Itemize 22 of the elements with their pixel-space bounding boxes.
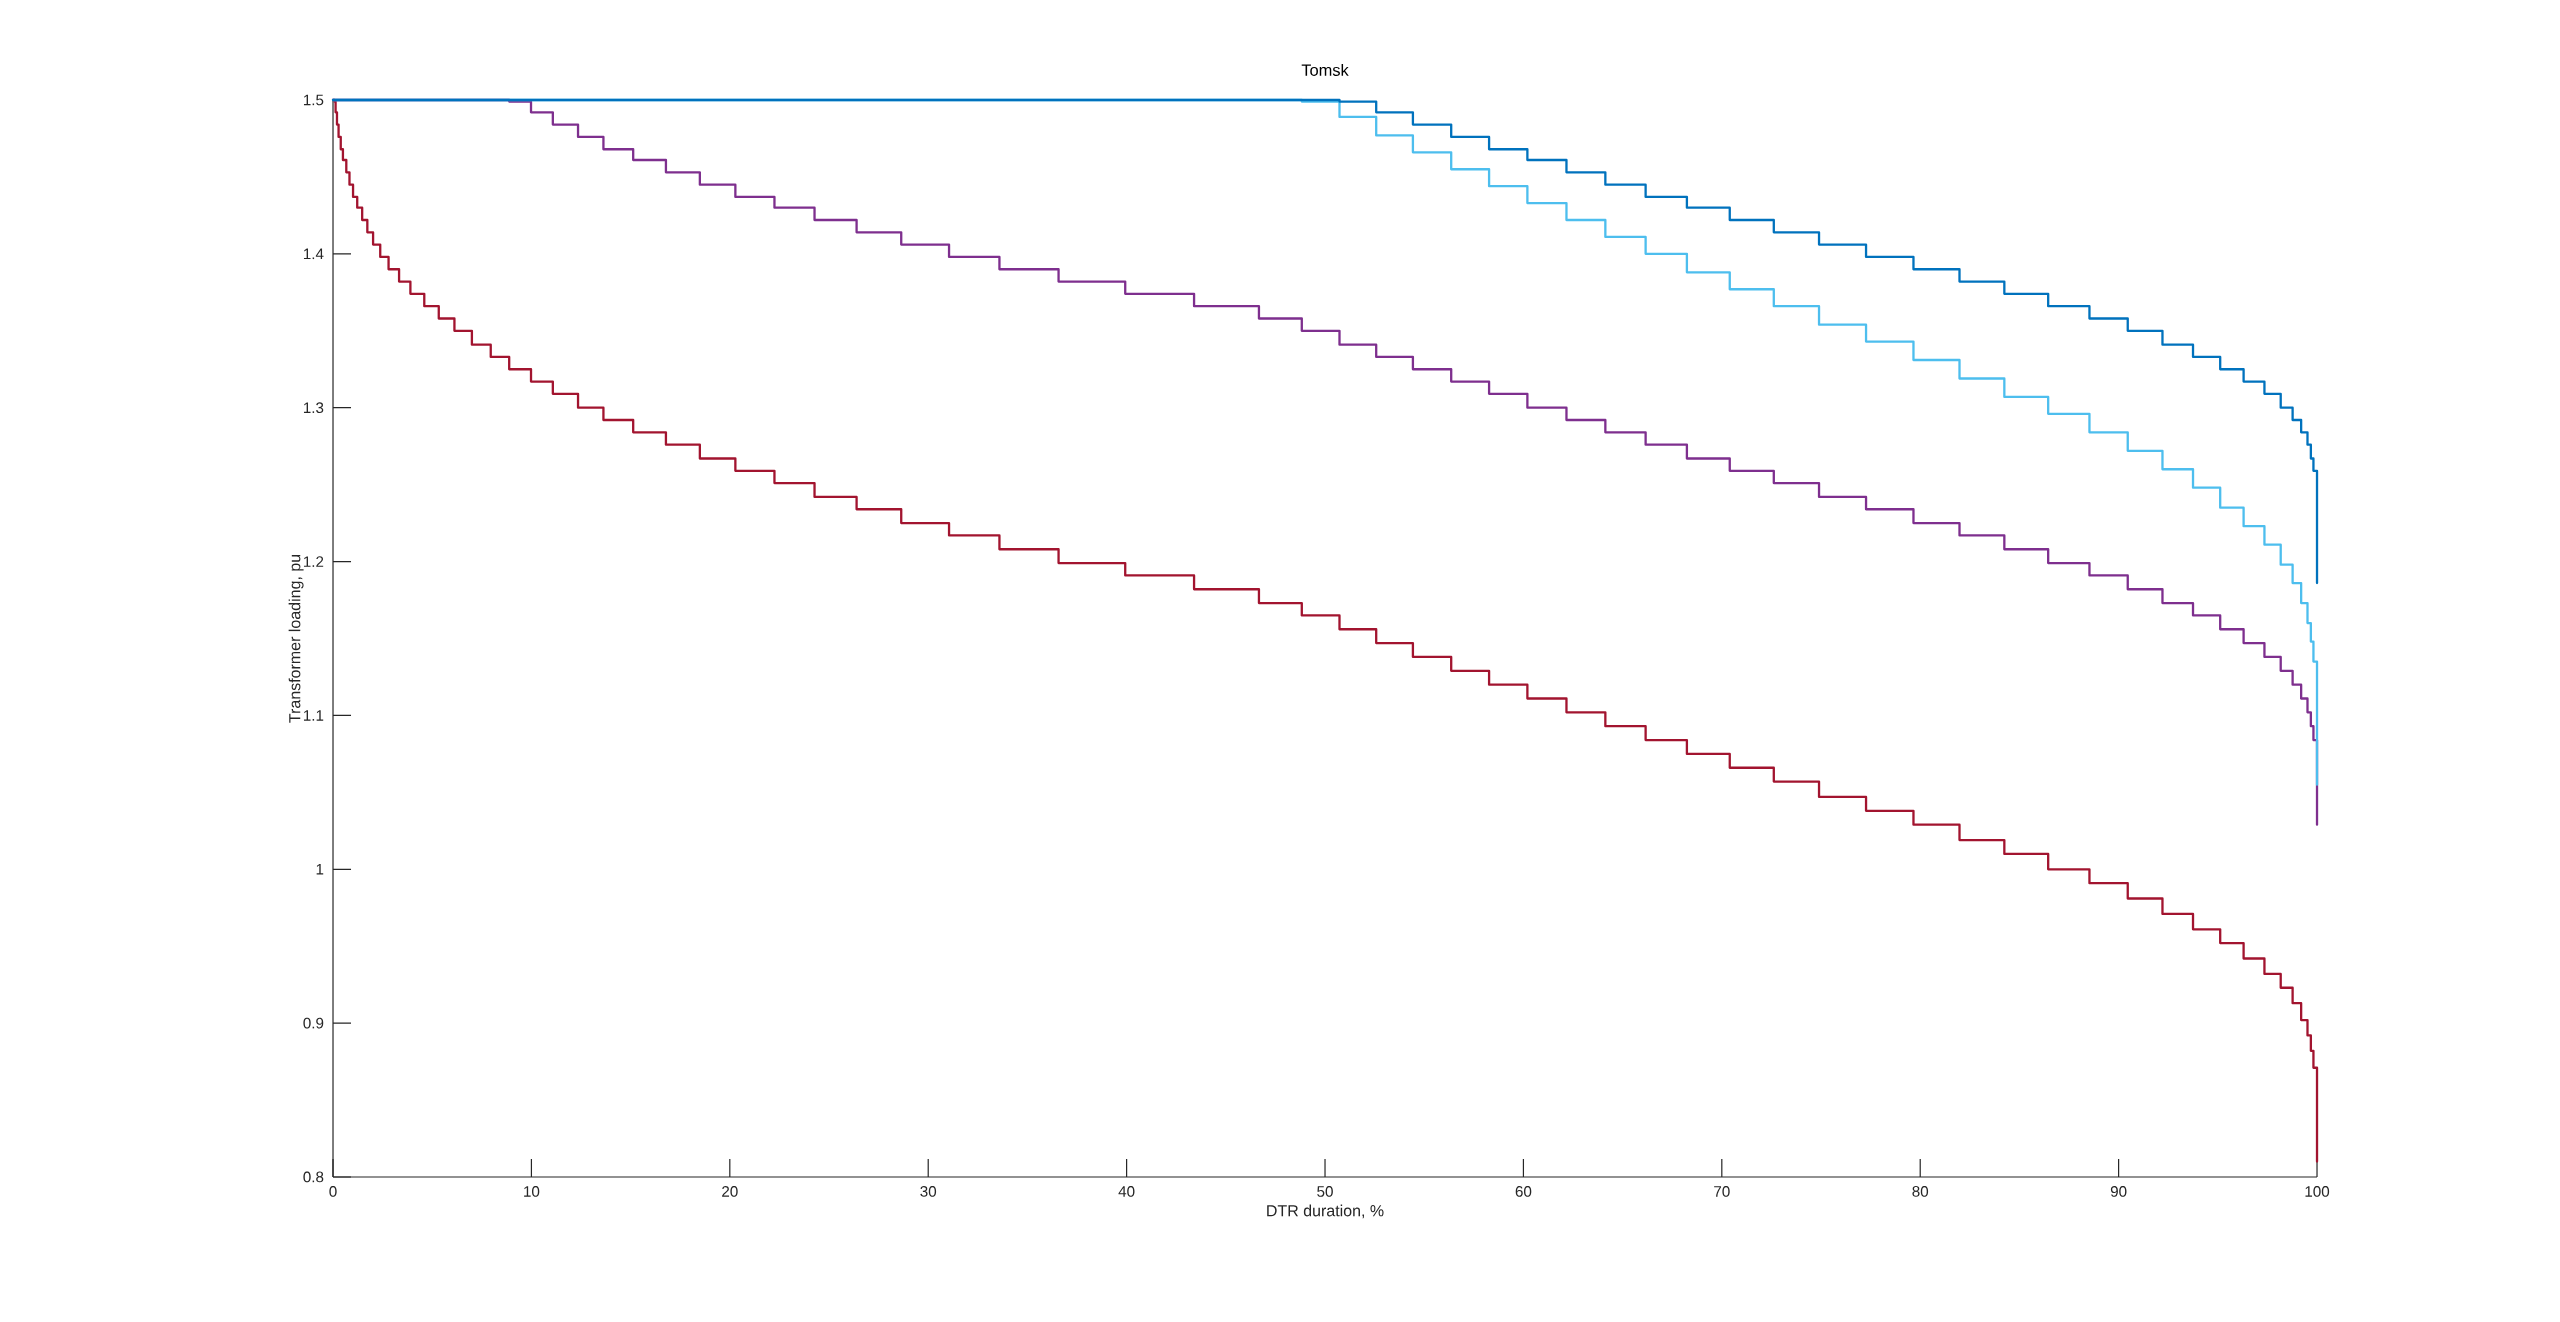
y-tick-label: 1 <box>316 864 324 875</box>
y-tick-label: 1.5 <box>303 94 324 106</box>
y-tick-label: 1.1 <box>303 710 324 721</box>
x-tick-label: 80 <box>1912 1186 1929 1197</box>
x-tick-label: 90 <box>2110 1186 2127 1197</box>
x-tick-label: 0 <box>329 1186 337 1197</box>
x-tick-label: 100 <box>2305 1186 2330 1197</box>
y-tick-label: 0.9 <box>303 1017 324 1029</box>
x-tick-label: 20 <box>722 1186 738 1197</box>
y-tick-label: 1.2 <box>303 556 324 567</box>
x-tick-label: 30 <box>920 1186 937 1197</box>
x-axis-title: DTR duration, % <box>1267 1204 1384 1219</box>
y-tick-label: 1.4 <box>303 248 324 260</box>
y-tick-label: 0.8 <box>303 1171 324 1183</box>
x-tick-label: 40 <box>1118 1186 1135 1197</box>
y-tick-label: 1.3 <box>303 402 324 414</box>
x-tick-label: 10 <box>524 1186 540 1197</box>
chart-title: Tomsk <box>1301 63 1349 76</box>
x-tick-label: 60 <box>1515 1186 1532 1197</box>
y-axis-title: Transformer loading, pu <box>288 554 304 723</box>
x-tick-label: 50 <box>1317 1186 1333 1197</box>
x-tick-label: 70 <box>1714 1186 1730 1197</box>
